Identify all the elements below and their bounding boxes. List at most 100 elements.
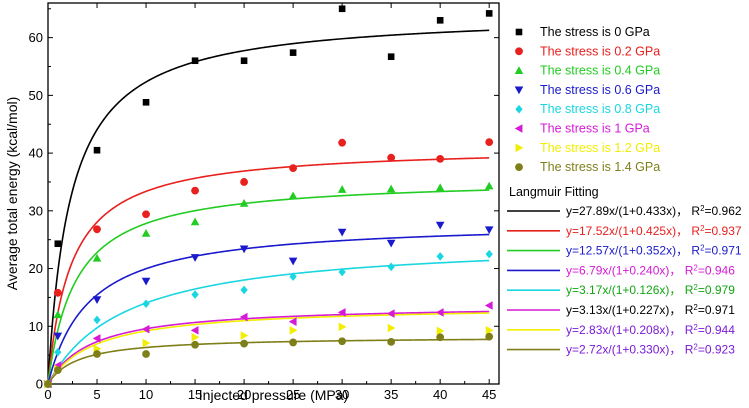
data-point-1-6: [289, 164, 298, 173]
data-point-2-6: [288, 191, 298, 200]
data-point-0-1: [54, 240, 62, 248]
data-point-4-9: [436, 252, 444, 261]
x-tick-label: 40: [433, 387, 447, 402]
fit-legend-label-6: y=2.83x/(1+0.208x)， R2=0.944: [566, 322, 735, 337]
fit-legend-label-7: y=2.72x/(1+0.330x)， R2=0.923: [566, 342, 735, 357]
data-point-5-5: [239, 312, 248, 322]
fit-legend-label-1: y=17.52x/(1+0.425x)， R2=0.937: [566, 223, 742, 238]
data-point-7-10: [485, 332, 494, 341]
x-tick-label: 15: [188, 387, 202, 402]
y-axis-label: Average total energy (kcal/mol): [4, 97, 20, 291]
data-point-3-3: [141, 277, 151, 286]
data-point-7-0: [44, 380, 52, 388]
data-point-4-10: [485, 249, 493, 259]
fit-legend-label-5: y=3.13x/(1+0.227x)， R2=0.971: [566, 303, 735, 318]
data-point-6-4: [191, 332, 200, 342]
data-point-1-3: [142, 210, 150, 219]
data-point-5-4: [190, 326, 199, 335]
legend-label-6: The stress is 1.2 GPa: [540, 141, 660, 155]
data-point-6-7: [338, 322, 347, 332]
data-point-2-7: [337, 185, 347, 193]
data-point-4-2: [93, 315, 101, 325]
legend-marker-0: [515, 28, 523, 36]
data-point-0-6: [289, 49, 297, 56]
legend-label-2: The stress is 0.4 GPa: [540, 64, 660, 78]
data-point-2-2: [92, 253, 102, 262]
data-point-6-10: [485, 326, 494, 335]
legend-marker-3: [514, 86, 524, 95]
data-point-7-6: [289, 338, 298, 347]
data-point-2-9: [435, 183, 445, 192]
data-point-0-10: [485, 10, 493, 17]
legend-marker-7: [515, 163, 523, 172]
data-point-4-6: [289, 272, 297, 281]
y-tick-label: 20: [29, 261, 43, 276]
fit-curve-1: [47, 157, 490, 385]
data-point-5-9: [435, 308, 444, 317]
fit-curve-2: [47, 189, 490, 385]
fit-legend-title: Langmuir Fitting: [509, 185, 599, 199]
legend: The stress is 0 GPa The stress is 0.2 GPa…: [514, 25, 660, 174]
fit-curves: [47, 29, 490, 385]
x-tick-label: 10: [139, 387, 153, 402]
data-point-2-10: [484, 181, 494, 190]
legend-marker-6: [515, 143, 524, 153]
legend-marker-2: [514, 66, 524, 75]
fit-curve-6: [47, 312, 490, 385]
legend-label-7: The stress is 1.4 GPa: [540, 160, 660, 174]
y-tick-label: 40: [29, 146, 43, 161]
data-point-1-10: [485, 138, 494, 147]
fit-curve-7: [47, 338, 490, 385]
data-point-7-4: [191, 340, 199, 349]
data-point-0-8: [387, 53, 395, 60]
data-point-0-4: [191, 57, 199, 65]
x-axis-label: Injected pressure (MPa): [199, 387, 348, 403]
x-tick-label: 5: [93, 387, 100, 402]
data-point-1-1: [53, 288, 62, 297]
legend-label-0: The stress is 0 GPa: [540, 25, 650, 39]
y-tick-label: 60: [29, 30, 43, 45]
data-point-7-9: [436, 333, 445, 342]
data-point-4-7: [338, 267, 346, 277]
data-point-5-2: [92, 334, 101, 343]
y-tick-label: 10: [29, 319, 43, 334]
data-point-3-1: [53, 332, 63, 341]
data-point-6-3: [142, 338, 151, 348]
data-point-1-4: [191, 186, 199, 195]
data-point-3-5: [239, 245, 249, 254]
legend-label-5: The stress is 1 GPa: [540, 122, 650, 136]
fit-legend-label-4: y=3.17x/(1+0.126x)， R2=0.979: [566, 283, 735, 298]
fit-curve-3: [47, 233, 490, 385]
data-point-7-5: [240, 339, 248, 348]
data-point-3-9: [435, 221, 445, 230]
data-point-2-5: [239, 199, 249, 207]
data-points: [43, 5, 494, 389]
fit-legend: Langmuir Fitting y=27.89x/(1+0.433x)， R2=…: [507, 185, 742, 357]
legend-label-1: The stress is 0.2 GPa: [540, 44, 660, 58]
data-point-4-5: [240, 285, 248, 295]
data-point-0-7: [338, 5, 346, 13]
data-point-7-2: [93, 350, 101, 358]
plot-frame: [47, 2, 500, 385]
data-point-7-3: [142, 350, 150, 358]
axes: 0 5 10 15 20 25 30 35 40 45 0 10 20 30 40 50 60 Injected …: [4, 2, 500, 403]
fit-curve-5: [47, 310, 490, 385]
x-tick-label: 30: [335, 387, 349, 402]
data-point-5-8: [386, 309, 395, 318]
data-point-5-6: [288, 317, 297, 326]
data-point-6-6: [289, 326, 298, 335]
data-point-0-3: [142, 98, 150, 106]
data-point-7-7: [338, 337, 347, 346]
data-point-2-1: [53, 310, 63, 319]
data-point-5-10: [484, 301, 493, 310]
data-point-1-7: [338, 138, 347, 147]
data-point-1-9: [436, 154, 445, 163]
y-tick-label: 30: [29, 203, 43, 218]
legend-marker-1: [515, 47, 523, 56]
data-point-2-3: [141, 229, 151, 237]
data-point-0-2: [93, 146, 101, 154]
data-point-4-4: [191, 290, 199, 299]
legend-label-3: The stress is 0.6 GPa: [540, 83, 660, 97]
